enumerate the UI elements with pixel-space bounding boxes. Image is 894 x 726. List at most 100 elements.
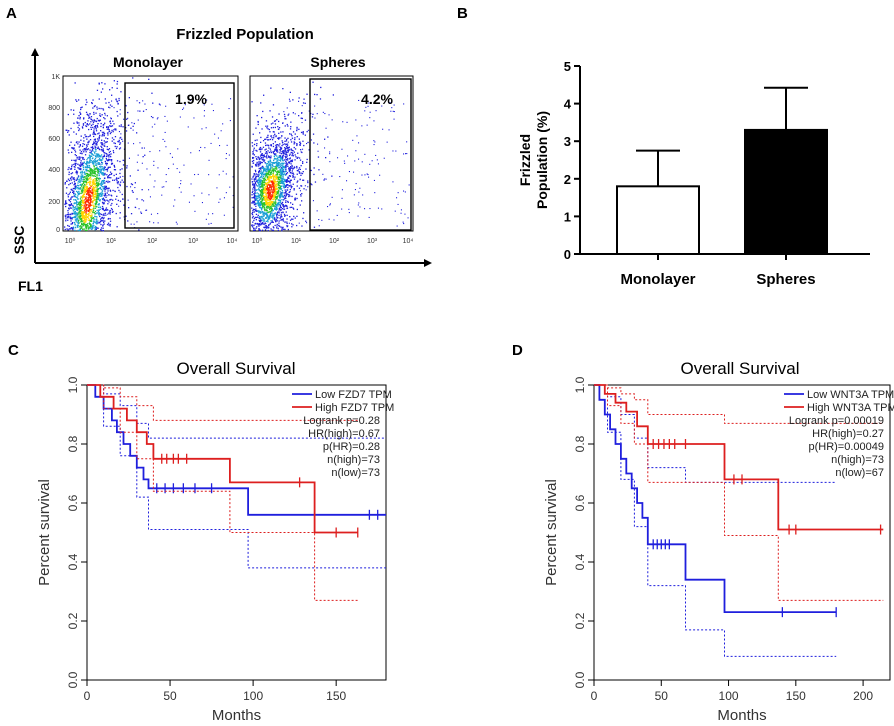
- y-tick-label: 1.0: [573, 376, 587, 393]
- stat-label: n(low)=73: [331, 467, 380, 479]
- flow-xtick: 10⁰: [252, 237, 263, 245]
- y-axis-label: Percent survival: [36, 479, 53, 586]
- y-tick-label: 0.2: [66, 612, 80, 629]
- legend-label: High FZD7 TPM: [315, 402, 394, 414]
- survival-line: [594, 384, 837, 613]
- bar: [616, 185, 700, 256]
- y-tick-label: 2: [564, 172, 571, 187]
- flow-plot-label: Spheres: [310, 54, 365, 70]
- flow-scatter: [251, 81, 410, 232]
- flow-plot-frame: [62, 75, 239, 232]
- flow-xlabel: FL1: [18, 278, 43, 294]
- y-tick-label: 0.8: [66, 435, 80, 452]
- flow-yticks: 1K 800 600 400 200 0: [48, 74, 60, 234]
- stat-label: HR(high)=0.27: [812, 428, 884, 440]
- flow-plot-frame: [249, 75, 414, 232]
- panel-d: D Overall Survival 0 50 100 150 200 0.0 0.2 0.4 0…: [512, 342, 894, 724]
- stat-label: n(low)=67: [835, 467, 884, 479]
- chart-title: Overall Survival: [680, 359, 799, 378]
- stat-label: Logrank p=0.28: [303, 415, 380, 427]
- y-tick-label: 0.6: [573, 494, 587, 511]
- x-axis-label: Months: [717, 707, 766, 721]
- flow-ytick: 800: [48, 105, 60, 112]
- panel-letter-b: B: [457, 5, 468, 22]
- flow-xtick: 10²: [147, 238, 158, 245]
- flow-xtick: 10⁴: [227, 238, 238, 245]
- ci-upper-line: [87, 384, 358, 421]
- plot-frame: [86, 384, 387, 681]
- chart-title: Overall Survival: [176, 359, 295, 378]
- plot-frame: [593, 384, 891, 681]
- legend-label: Low FZD7 TPM: [315, 389, 392, 401]
- stat-label: Logrank p=0.00019: [789, 415, 884, 427]
- flow-plot-monolayer: Monolayer 1.9% 1K 800 600 400 200 0 10⁰ …: [48, 54, 239, 245]
- y-tick-label: 0: [564, 247, 571, 262]
- survival-chart-fzd7: Overall Survival 0 50 100 150 0.0 0.2 0.4 0.6 0.8…: [36, 359, 394, 724]
- x-axis-label: Months: [212, 707, 261, 721]
- flow-gate: [124, 82, 235, 229]
- panel-b: B 0 1 2 3 4 5 Frizzled Population (%) Monolayer S…: [457, 5, 870, 288]
- y-tick-label: 0.4: [66, 553, 80, 570]
- flow-xtick: 10⁰: [65, 237, 76, 245]
- stat-label: n(high)=73: [327, 454, 380, 466]
- flow-gate: [309, 78, 412, 231]
- survival-line: [87, 384, 358, 534]
- y-axis-label: Percent survival: [543, 479, 560, 586]
- x-tick-label: Spheres: [756, 271, 815, 288]
- x-tick-label: 100: [719, 689, 739, 703]
- y-tick-label: 3: [564, 134, 571, 149]
- y-tick-label: 0.0: [573, 671, 587, 688]
- flow-ytick: 400: [48, 167, 60, 174]
- survival-chart-wnt3a: Overall Survival 0 50 100 150 200 0.0 0.2 0.4 0.6…: [543, 359, 894, 724]
- panel-letter-c: C: [8, 342, 19, 359]
- y-tick-label: 1.0: [66, 376, 80, 393]
- flow-ytick: 600: [48, 136, 60, 143]
- ci-lower-line: [594, 384, 837, 657]
- flow-xtick: 10³: [367, 238, 378, 245]
- flow-xticks: 10⁰ 10¹ 10² 10³ 10⁴: [65, 237, 238, 245]
- x-tick-label: Monolayer: [620, 271, 695, 288]
- flow-xtick: 10²: [329, 238, 340, 245]
- y-tick-label: 0.2: [573, 612, 587, 629]
- x-tick-label: 100: [243, 689, 263, 703]
- survival-line: [87, 384, 386, 516]
- stat-label: p(HR)=0.28: [323, 441, 380, 453]
- panel-letter-d: D: [512, 342, 523, 359]
- flow-title: Frizzled Population: [176, 26, 314, 43]
- y-tick-label: 0.4: [573, 553, 587, 570]
- bar-chart: 0 1 2 3 4 5 Frizzled Population (%) Monolayer Sph…: [517, 59, 870, 288]
- flow-ylabel: SSC: [11, 226, 27, 255]
- ci-lower-line: [594, 384, 884, 601]
- ci-lower-line: [87, 384, 386, 569]
- y-tick-label: 0.6: [66, 494, 80, 511]
- flow-xtick: 10³: [188, 238, 199, 245]
- survival-line: [594, 384, 884, 531]
- y-tick-label: 5: [564, 59, 571, 74]
- flow-ytick: 0: [56, 227, 60, 234]
- x-tick-label: 50: [655, 689, 669, 703]
- x-tick-label: 150: [326, 689, 346, 703]
- y-tick-label: 0.8: [573, 435, 587, 452]
- ci-upper-line: [594, 384, 837, 483]
- stat-label: n(high)=73: [831, 454, 884, 466]
- flow-gate-percent: 1.9%: [175, 91, 207, 107]
- y-tick-label: 1: [564, 209, 571, 224]
- ci-lower-line: [87, 384, 358, 601]
- flow-xticks: 10⁰ 10¹ 10² 10³ 10⁴: [252, 237, 414, 245]
- stat-label: p(HR)=0.00049: [808, 441, 884, 453]
- x-tick-label: 150: [786, 689, 806, 703]
- flow-scatter: [64, 77, 234, 232]
- stat-label: HR(high)=0.67: [308, 428, 380, 440]
- flow-gate-percent: 4.2%: [361, 91, 393, 107]
- panel-c: C Overall Survival 0 50 100 150 0.0 0.2 0.4 0.6 0…: [8, 342, 394, 724]
- x-tick-label: 0: [591, 689, 598, 703]
- panel-letter-a: A: [6, 5, 17, 22]
- flow-xtick: 10¹: [291, 238, 302, 245]
- legend-label: Low WNT3A TPM: [807, 389, 894, 401]
- x-tick-label: 0: [84, 689, 91, 703]
- flow-xtick: 10⁴: [403, 238, 414, 245]
- panel-a: A Frizzled Population SSC FL1 Monolayer …: [6, 5, 432, 294]
